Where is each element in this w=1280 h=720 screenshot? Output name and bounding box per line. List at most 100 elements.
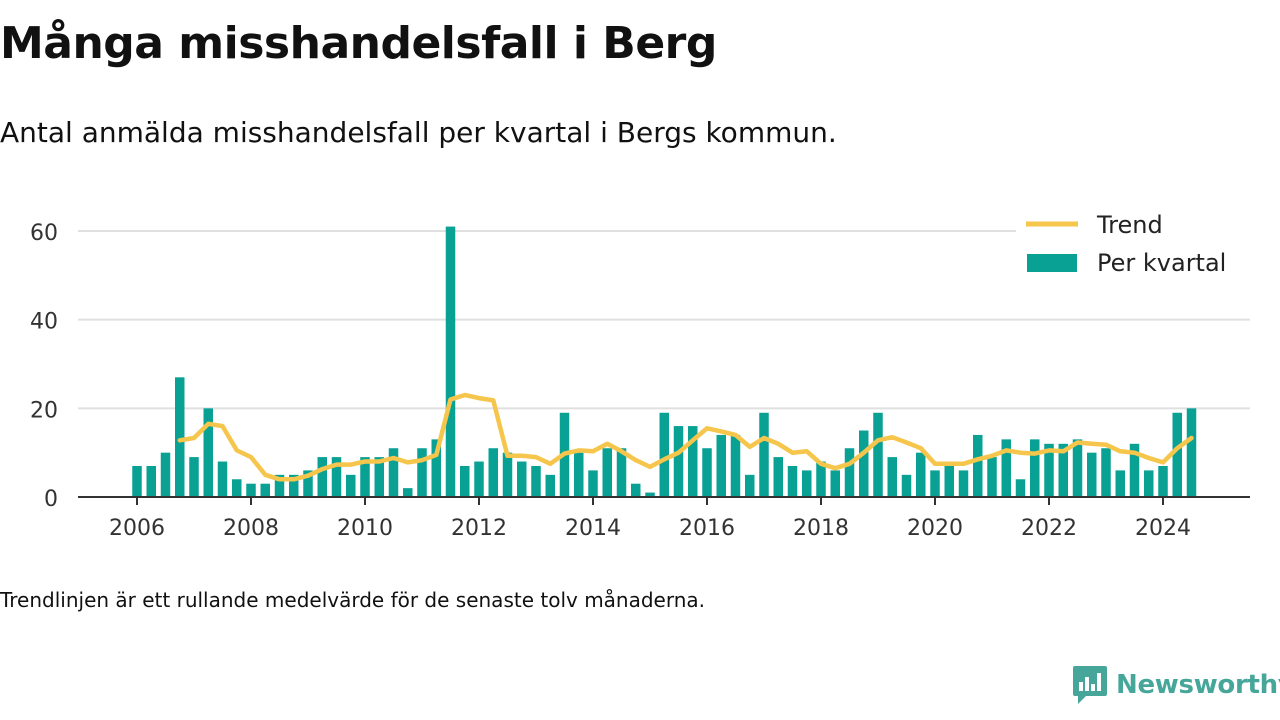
bar xyxy=(246,483,256,497)
bar xyxy=(645,492,655,497)
bar xyxy=(887,457,897,497)
bar xyxy=(431,439,441,497)
bar xyxy=(1030,439,1040,497)
newsworthy-logo-icon xyxy=(1073,666,1107,704)
bar xyxy=(745,474,755,497)
bar xyxy=(1058,443,1068,497)
bar xyxy=(659,412,669,497)
bar xyxy=(1129,443,1140,497)
bar xyxy=(574,452,584,497)
bar xyxy=(289,474,299,497)
bar xyxy=(545,474,555,497)
brand-name: Newsworthy xyxy=(1116,670,1280,700)
bar xyxy=(346,474,356,497)
bar xyxy=(189,457,199,497)
x-tick-label: 2012 xyxy=(451,516,507,541)
bar xyxy=(460,465,470,497)
bar xyxy=(160,452,171,497)
bar xyxy=(1158,465,1168,497)
x-tick-label: 2016 xyxy=(679,516,735,541)
x-tick-label: 2014 xyxy=(565,516,621,541)
legend-bar-label: Per kvartal xyxy=(1097,249,1226,277)
bar xyxy=(331,457,342,497)
bar xyxy=(958,470,969,497)
y-tick-label: 60 xyxy=(30,221,58,246)
x-tick-label: 2022 xyxy=(1021,516,1077,541)
x-tick-label: 2010 xyxy=(337,516,393,541)
bar xyxy=(445,226,456,498)
bar xyxy=(531,465,541,497)
bar xyxy=(403,488,413,497)
bar xyxy=(1015,479,1026,497)
bar xyxy=(802,470,812,497)
bar xyxy=(602,448,612,497)
bar xyxy=(303,470,313,497)
bar xyxy=(616,448,627,497)
bar xyxy=(374,457,384,497)
x-tick-label: 2018 xyxy=(793,516,849,541)
bar xyxy=(232,479,242,497)
bar xyxy=(901,474,912,497)
bar xyxy=(1186,408,1197,497)
y-tick-label: 40 xyxy=(30,310,58,335)
bar xyxy=(773,457,783,497)
bar xyxy=(688,426,698,497)
x-tick-label: 2006 xyxy=(109,516,165,541)
bar xyxy=(1087,452,1097,497)
bar xyxy=(502,452,513,497)
legend-bar-swatch xyxy=(1027,254,1077,272)
bars-per-quarter xyxy=(132,226,1197,498)
bar xyxy=(588,470,598,497)
bar xyxy=(317,457,327,497)
x-tick-label: 2008 xyxy=(223,516,279,541)
bar xyxy=(916,452,926,497)
chart-subtitle: Antal anmälda misshandelsfall per kvarta… xyxy=(0,116,837,149)
legend: Trend Per kvartal xyxy=(1016,206,1250,288)
bar xyxy=(787,465,798,497)
bar xyxy=(175,377,185,497)
bar xyxy=(217,461,228,497)
legend-background xyxy=(1016,206,1250,288)
bar xyxy=(973,434,983,497)
bar xyxy=(673,426,684,497)
bar xyxy=(873,412,883,497)
bar xyxy=(816,461,826,497)
bar xyxy=(274,474,285,497)
footnote: Trendlinjen är ett rullande medelvärde f… xyxy=(0,588,706,612)
bar xyxy=(203,408,213,497)
bar xyxy=(146,465,156,497)
bar xyxy=(830,470,840,497)
bar xyxy=(702,448,712,497)
bar-line-chart: 0 20 40 60 2006 2008 2010 2012 2014 2016 2018 2020 2… xyxy=(30,206,1250,541)
bar xyxy=(1001,439,1011,497)
bar xyxy=(517,461,527,497)
bar xyxy=(1144,470,1154,497)
x-tick-label: 2024 xyxy=(1135,516,1191,541)
legend-trend-label: Trend xyxy=(1096,211,1163,239)
newsworthy-logo: Newsworthy xyxy=(1072,664,1280,706)
bar xyxy=(1101,448,1111,497)
bar xyxy=(716,434,726,497)
bar xyxy=(730,434,741,497)
bar xyxy=(474,461,484,497)
bar xyxy=(1072,439,1083,497)
bar xyxy=(759,412,769,497)
bar xyxy=(631,483,641,497)
bar xyxy=(930,470,940,497)
trend-line-group xyxy=(177,392,1194,482)
bar xyxy=(944,461,954,497)
bar xyxy=(1115,470,1125,497)
axes: 0 20 40 60 2006 2008 2010 2012 2014 2016 2018 2020 2… xyxy=(30,221,1250,541)
bar xyxy=(132,465,142,497)
bar xyxy=(360,457,370,497)
chart-title: Många misshandelsfall i Berg xyxy=(0,18,717,69)
trend-line xyxy=(177,392,1194,482)
bar xyxy=(859,430,869,497)
bar xyxy=(844,448,855,497)
bar xyxy=(388,448,399,497)
bar xyxy=(260,483,270,497)
bar xyxy=(1044,443,1054,497)
bar xyxy=(987,457,997,497)
bar xyxy=(1172,412,1182,497)
y-tick-label: 20 xyxy=(30,398,58,423)
